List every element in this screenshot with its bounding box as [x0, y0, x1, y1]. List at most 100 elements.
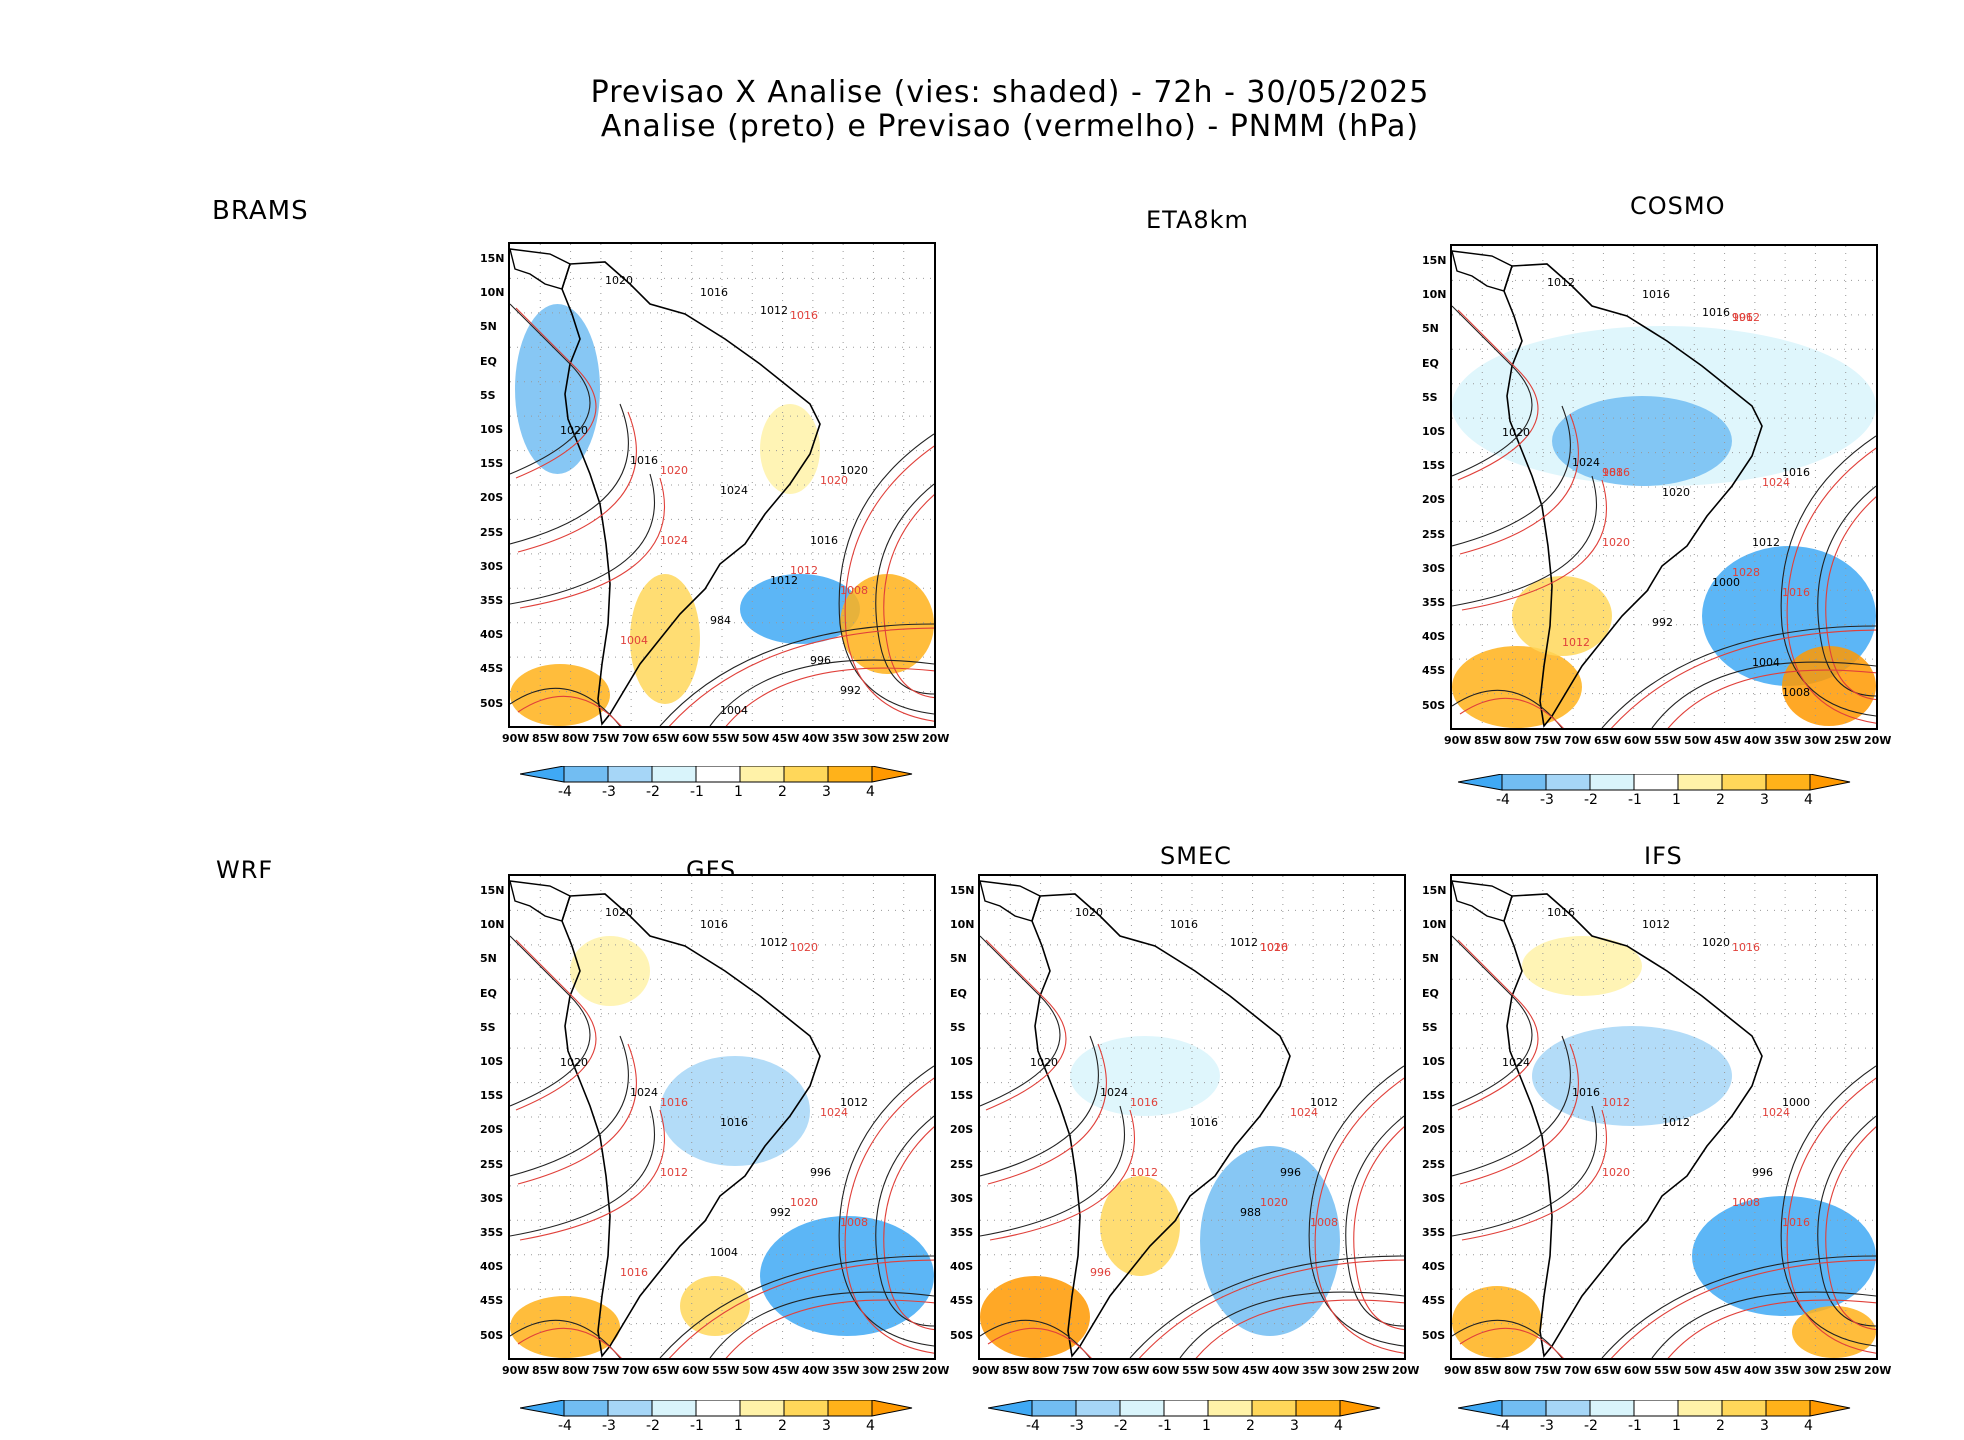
lat-tick-label: 10N: [480, 918, 505, 932]
colorbar-segment: [607, 765, 653, 783]
isobar-label-analysis: 988: [1240, 1206, 1261, 1219]
colorbar-label: -4: [1496, 792, 1510, 808]
lat-tick-label: 15S: [480, 457, 504, 471]
colorbar-segment: [1633, 773, 1679, 791]
colorbar-segment: [827, 1399, 873, 1417]
bias-shade-area: [1552, 396, 1732, 486]
lat-tick-label: 20S: [1422, 1123, 1446, 1137]
central-america-coastline: [1452, 250, 1513, 292]
colorbar-label: 1: [734, 784, 743, 800]
isobar-label-forecast: 1016: [790, 309, 818, 322]
colorbar-label: 2: [1716, 792, 1725, 808]
lon-tick-label: 25W: [1834, 1364, 1862, 1377]
lat-tick-label: 20S: [950, 1123, 974, 1137]
lon-tick-label: 60W: [1624, 1364, 1652, 1377]
lat-tick-label: EQ: [1422, 356, 1439, 370]
isobar-forecast: [1461, 479, 1607, 611]
isobar-label-analysis: 1012: [1310, 1096, 1338, 1109]
lon-tick-label: 55W: [712, 1364, 740, 1377]
lon-tick-label: 30W: [862, 732, 890, 745]
lat-tick-label: 15S: [1422, 459, 1446, 473]
isobar-label-forecast: 1020: [820, 474, 848, 487]
lon-tick-label: 75W: [592, 1364, 620, 1377]
isobar-label-analysis: 1020: [840, 464, 868, 477]
lat-tick-label: EQ: [480, 354, 497, 368]
lon-tick-label: 60W: [1152, 1364, 1180, 1377]
lon-tick-label: 40W: [1744, 1364, 1772, 1377]
lat-tick-label: 10N: [1422, 288, 1447, 302]
isobar-label-analysis: 996: [810, 1166, 831, 1179]
lon-tick-label: 20W: [1392, 1364, 1420, 1377]
map-panel-smec: 1020 1016 1012 1020 1024 1016 1012 996 988 1020 10…: [978, 874, 1406, 1360]
bias-shade-area: [1532, 1026, 1732, 1126]
lon-tick-label: 70W: [1092, 1364, 1120, 1377]
lon-tick-label: 30W: [1804, 1364, 1832, 1377]
isobar-analysis: [1601, 1255, 1876, 1358]
lat-tick-label: 50S: [1422, 698, 1446, 712]
colorbar-segment: [1163, 1399, 1209, 1417]
lon-tick-label: 75W: [1062, 1364, 1090, 1377]
lat-tick-label: 10N: [950, 918, 975, 932]
lon-tick-label: 65W: [1122, 1364, 1150, 1377]
isobar-label-analysis: 992: [840, 684, 861, 697]
isobar-label-analysis: 996: [810, 654, 831, 667]
colorbar-label: 3: [1760, 1418, 1769, 1434]
isobar-analysis: [709, 659, 934, 726]
isobar-forecast: [989, 1109, 1135, 1241]
isobar-analysis: [1452, 1105, 1597, 1237]
isobar-label-analysis: 1024: [1100, 1086, 1128, 1099]
colorbar-label: 4: [1804, 792, 1813, 808]
lat-tick-label: 35S: [1422, 596, 1446, 609]
isobar-label-forecast: 1016: [660, 1096, 688, 1109]
lat-tick-label: 50S: [480, 696, 504, 710]
lon-tick-label: 30W: [1332, 1364, 1360, 1377]
isobar-label-forecast: 1024: [1290, 1106, 1318, 1119]
lon-tick-label: 80W: [562, 1364, 590, 1377]
colorbar-label: 4: [1804, 1418, 1813, 1434]
lon-tick-label: 35W: [1774, 1364, 1802, 1377]
colorbar-label: 2: [1246, 1418, 1255, 1434]
title-line-1: Previsao X Analise (vies: shaded) - 72h …: [590, 75, 1430, 110]
isobar-label-analysis: 1012: [760, 936, 788, 949]
lon-tick-label: 70W: [622, 1364, 650, 1377]
colorbar-segment: [1501, 773, 1547, 791]
map-canvas: 1012101610161020102410201016101210009921…: [1452, 246, 1876, 728]
lon-tick-label: 25W: [892, 1364, 920, 1377]
colorbar-arrow-right: [871, 765, 913, 783]
isobar-label-forecast: 1012: [1602, 1096, 1630, 1109]
lon-tick-label: 80W: [1032, 1364, 1060, 1377]
isobar-label-forecast: 996: [1090, 1266, 1111, 1279]
isobar-analysis: [1452, 935, 1533, 1107]
isobar-analysis: [1179, 1291, 1404, 1358]
isobar-analysis: [980, 1035, 1099, 1177]
isobar-analysis: [1651, 1291, 1876, 1358]
lon-tick-label: 25W: [892, 732, 920, 745]
isobar-analysis: [1780, 435, 1876, 717]
lat-tick-label: 35S: [480, 1226, 504, 1239]
isobar-forecast: [1786, 1077, 1876, 1354]
lon-tick-label: 60W: [682, 1364, 710, 1377]
isobar-label-analysis: 1012: [1752, 536, 1780, 549]
colorbar-label: 3: [1290, 1418, 1299, 1434]
isobar-label-analysis: 1020: [1502, 426, 1530, 439]
isobar-analysis: [510, 473, 655, 605]
lat-tick-label: 25S: [1422, 1157, 1446, 1171]
lon-tick-label: 50W: [742, 732, 770, 745]
isobar-label-forecast: 1016: [1260, 941, 1288, 954]
isobar-label-analysis: 1012: [1547, 276, 1575, 289]
map-canvas: 1020101610121020102410161012996988102010…: [980, 876, 1404, 1358]
isobar-label-analysis: 1008: [1782, 686, 1810, 699]
bias-shade-area: [840, 574, 934, 674]
colorbar-label: 3: [1760, 792, 1769, 808]
lat-tick-label: 40S: [1422, 630, 1446, 644]
colorbar-segment: [695, 1399, 741, 1417]
lat-tick-label: 15N: [1422, 254, 1447, 267]
lon-tick-label: 70W: [1564, 1364, 1592, 1377]
lon-tick-label: 45W: [1242, 1364, 1270, 1377]
colorbar-segment: [1765, 773, 1811, 791]
isobar-analysis: [1780, 1065, 1876, 1347]
lat-tick-label: 25S: [480, 1157, 504, 1171]
colorbar-graphic: [519, 1399, 913, 1417]
lat-tick-label: 40S: [480, 1260, 504, 1274]
isobar-label-forecast: 1020: [1602, 536, 1630, 549]
